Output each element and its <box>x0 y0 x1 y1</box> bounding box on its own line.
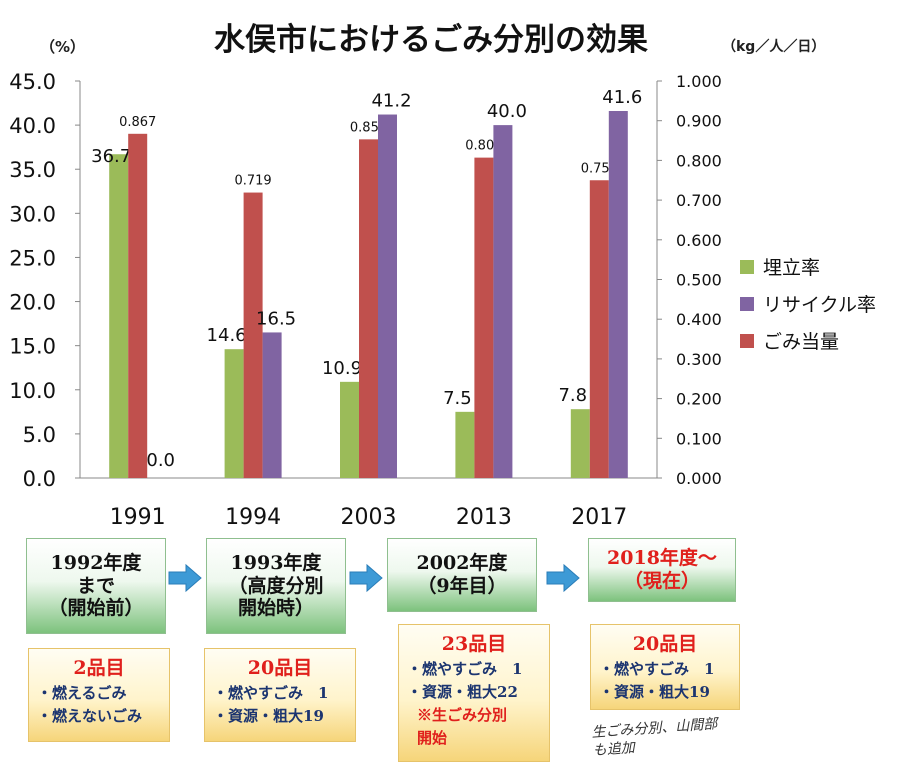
left-axis-unit: （%） <box>40 38 86 56</box>
legend-swatch-waste <box>740 333 754 348</box>
info-title: 20品目 <box>247 657 313 679</box>
right-tick-label: 0.900 <box>676 112 722 131</box>
info-line: ・燃やすごみ 1 <box>599 660 715 678</box>
legend: 埋立率 リサイクル率 ごみ当量 <box>740 248 876 359</box>
right-tick-label: 0.300 <box>676 350 722 369</box>
right-tick-label: 0.400 <box>676 310 722 329</box>
legend-item-recycling: リサイクル率 <box>740 285 876 322</box>
data-label-waste: 0.867 <box>119 115 156 130</box>
info-line: ・燃えるごみ <box>37 684 127 702</box>
info-box-2018: 20品目 ・燃やすごみ 1 ・資源・粗大19 <box>590 624 740 710</box>
legend-swatch-landfill <box>740 259 754 274</box>
info-note: 開始 <box>417 729 448 747</box>
right-tick-label: 0.800 <box>676 151 722 170</box>
data-label-recycling: 0.0 <box>146 450 175 471</box>
arrow-right-icon <box>349 563 383 593</box>
stage-box-2002: 2002年度 （9年目） <box>387 538 537 612</box>
right-axis-unit: （kg／人／日） <box>722 39 826 55</box>
bar-recycling <box>493 125 513 478</box>
left-tick-label: 25.0 <box>9 246 56 270</box>
x-tick-label: 1991 <box>110 505 166 530</box>
bar-landfill <box>109 154 129 479</box>
right-tick-label: 0.000 <box>676 469 722 488</box>
bar-chart: 0.0 5.0 10.0 15.0 20.0 25.0 30.0 35.0 40.0 45.0 0.… <box>9 70 722 530</box>
handwritten-note: 生ごみ分別、山間部 も追加 <box>591 711 793 760</box>
right-tick-label: 0.600 <box>676 231 722 250</box>
x-tick-label: 2017 <box>571 505 627 530</box>
x-tick-label: 2003 <box>341 505 397 530</box>
info-box-2002: 23品目 ・燃やすごみ 1 ・資源・粗大22 ※生ごみ分別 開始 <box>398 624 550 762</box>
data-label-recycling: 41.2 <box>371 91 411 112</box>
bar-landfill <box>340 381 359 478</box>
right-tick-label: 0.200 <box>676 390 722 409</box>
left-tick-label: 10.0 <box>9 379 56 403</box>
bar-waste <box>359 139 378 478</box>
left-tick-label: 35.0 <box>9 158 56 182</box>
info-line: ・資源・粗大19 <box>213 707 324 725</box>
arrow-right-icon <box>168 563 202 593</box>
bar-landfill <box>224 349 244 478</box>
bar-recycling <box>378 114 397 478</box>
x-tick-label: 1994 <box>225 505 281 530</box>
right-tick-label: 0.500 <box>676 271 722 290</box>
right-tick-label: 0.700 <box>676 191 722 210</box>
info-title: 2品目 <box>73 657 125 679</box>
bar-waste <box>243 192 263 478</box>
data-label-landfill: 7.5 <box>443 388 472 409</box>
info-title: 23品目 <box>441 633 507 655</box>
left-tick-label: 0.0 <box>23 467 56 491</box>
data-label-waste: 0.853 <box>350 120 387 135</box>
legend-item-waste: ごみ当量 <box>740 322 876 359</box>
left-tick-label: 15.0 <box>9 335 56 359</box>
right-tick-label: 0.100 <box>676 429 722 448</box>
data-label-recycling: 40.0 <box>487 101 527 122</box>
info-line: ・燃えないごみ <box>37 707 143 725</box>
data-label-landfill: 10.9 <box>322 358 362 379</box>
data-label-waste: 0.807 <box>465 139 502 154</box>
info-line: ・資源・粗大19 <box>599 683 710 701</box>
bar-waste <box>128 133 148 478</box>
data-label-landfill: 14.6 <box>207 325 247 346</box>
left-tick-label: 45.0 <box>9 70 56 94</box>
bar-recycling <box>262 332 282 478</box>
info-line: ・燃やすごみ 1 <box>213 684 329 702</box>
left-tick-label: 30.0 <box>9 202 56 226</box>
info-line: ・資源・粗大22 <box>407 683 518 701</box>
info-title: 20品目 <box>632 633 698 655</box>
data-label-recycling: 16.5 <box>256 308 296 329</box>
arrow-right-icon <box>546 563 580 593</box>
legend-label-waste: ごみ当量 <box>763 331 840 353</box>
data-label-landfill: 36.7 <box>91 146 131 167</box>
legend-swatch-recycling <box>740 296 754 311</box>
stage-box-2018: 2018年度～ （現在） <box>588 538 736 602</box>
left-tick-label: 40.0 <box>9 114 56 138</box>
legend-label-recycling: リサイクル率 <box>763 294 877 316</box>
bar-landfill <box>570 409 590 478</box>
bar-waste <box>589 180 609 478</box>
bar-landfill <box>455 411 475 478</box>
bar-waste <box>474 157 494 478</box>
data-label-waste: 0.719 <box>234 174 271 189</box>
chart-title: 水俣市におけるごみ分別の効果 <box>214 22 648 58</box>
left-tick-label: 5.0 <box>23 423 56 447</box>
x-tick-label: 2013 <box>456 505 512 530</box>
info-box-1992: 2品目 ・燃えるごみ ・燃えないごみ <box>28 648 170 742</box>
legend-item-landfill: 埋立率 <box>740 248 876 285</box>
stage-box-1992: 1992年度 まで （開始前） <box>26 538 166 634</box>
info-note: ※生ごみ分別 <box>417 706 508 724</box>
legend-label-landfill: 埋立率 <box>763 257 821 279</box>
left-tick-label: 20.0 <box>9 291 56 315</box>
data-label-landfill: 7.8 <box>558 385 587 406</box>
stage-box-1993: 1993年度 （高度分別 開始時） <box>206 538 346 634</box>
info-line: ・燃やすごみ 1 <box>407 660 523 678</box>
info-box-1993: 20品目 ・燃やすごみ 1 ・資源・粗大19 <box>204 648 356 742</box>
data-label-recycling: 41.6 <box>602 87 642 108</box>
right-tick-label: 1.000 <box>676 72 722 91</box>
bar-recycling <box>608 110 628 479</box>
data-label-waste: 0.750 <box>581 161 618 176</box>
